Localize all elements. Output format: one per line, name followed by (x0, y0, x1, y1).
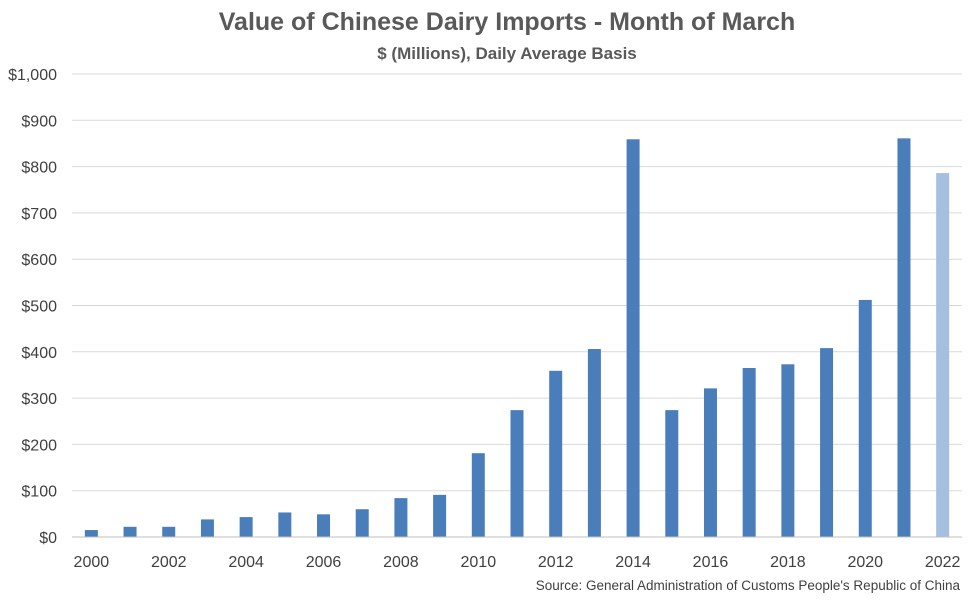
x-tick-label: 2018 (770, 554, 806, 571)
bar-2013 (587, 349, 601, 537)
source-note: Source: General Administration of Custom… (536, 578, 961, 593)
bar-2009 (433, 494, 447, 537)
y-tick-label: $0 (39, 530, 57, 547)
chart-subtitle: $ (Millions), Daily Average Basis (377, 44, 637, 63)
bar-2001 (123, 526, 137, 537)
y-tick-label: $700 (21, 206, 57, 223)
chart-title: Value of Chinese Dairy Imports - Month o… (219, 8, 795, 36)
y-tick-label: $900 (21, 113, 57, 130)
y-tick-label: $1,000 (8, 67, 57, 84)
bar-2000 (84, 530, 98, 537)
bar-2017 (742, 368, 756, 537)
x-tick-label: 2008 (383, 554, 419, 571)
bar-2012 (549, 370, 563, 537)
y-tick-label: $300 (21, 391, 57, 408)
y-tick-label: $200 (21, 437, 57, 454)
x-axis-ticks: 2000 2002 2004 2006 2008 2010 2012 2014 2016 2018… (74, 554, 961, 571)
bar-2015 (665, 410, 679, 537)
gridlines (72, 73, 962, 492)
bar-2019 (820, 348, 834, 537)
y-tick-label: $800 (21, 160, 57, 177)
x-tick-label: 2000 (74, 554, 110, 571)
bar-2006 (317, 514, 331, 537)
x-tick-label: 2020 (847, 554, 883, 571)
bar-2004 (239, 517, 253, 537)
bar-2018 (781, 364, 795, 537)
x-tick-label: 2014 (615, 554, 651, 571)
bar-2016 (703, 388, 717, 537)
x-tick-label: 2006 (306, 554, 342, 571)
bar-2007 (355, 509, 369, 537)
bar-2011 (510, 410, 524, 537)
bar-2005 (278, 512, 292, 537)
bar-2022 (936, 173, 950, 537)
y-tick-label: $600 (21, 252, 57, 269)
bar-2014 (626, 139, 640, 537)
x-tick-label: 2022 (925, 554, 961, 571)
x-tick-label: 2004 (228, 554, 264, 571)
y-tick-label: $500 (21, 299, 57, 316)
bar-2010 (471, 453, 485, 537)
x-tick-label: 2016 (693, 554, 729, 571)
bar-2002 (162, 526, 176, 537)
bars (84, 138, 950, 537)
x-tick-label: 2012 (538, 554, 574, 571)
bar-2003 (200, 519, 214, 537)
bar-2021 (897, 138, 911, 537)
x-tick-label: 2010 (461, 554, 497, 571)
y-tick-label: $400 (21, 345, 57, 362)
y-axis-ticks: $0 $100 $200 $300 $400 $500 $600 $700 $800 $900 $1… (8, 67, 57, 547)
bar-2020 (858, 299, 872, 537)
x-tick-label: 2002 (151, 554, 187, 571)
y-tick-label: $100 (21, 484, 57, 501)
bar-2008 (394, 498, 408, 537)
